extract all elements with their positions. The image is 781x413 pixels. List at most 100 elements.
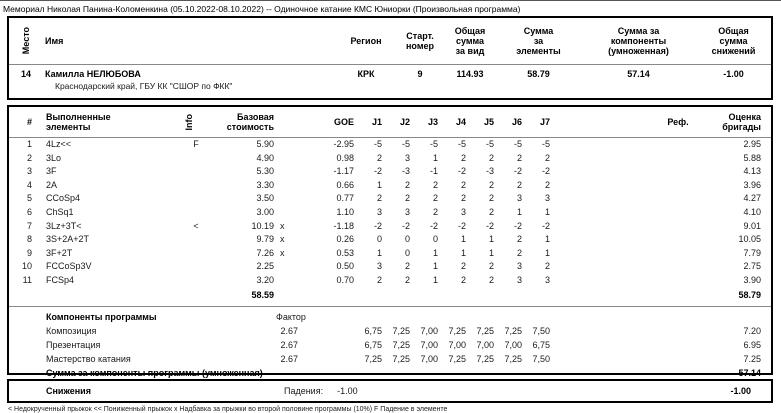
elements-header-row: # Выполненные элементы Info Базовая стои… bbox=[9, 107, 771, 138]
judge-score: 1 bbox=[432, 274, 438, 285]
deductions-row: Снижения Падения: -1.00 -1.00 bbox=[9, 381, 771, 401]
judge-score: 2 bbox=[432, 206, 438, 217]
element-base-value: 3.00 bbox=[256, 206, 274, 217]
element-number: 2 bbox=[26, 152, 32, 163]
judge-score: -2 bbox=[373, 220, 382, 231]
summary-box: Место Имя Регион Старт. номер Общая сумм… bbox=[7, 16, 773, 100]
element-panel-score: 5.88 bbox=[743, 152, 761, 163]
judge-score: 3 bbox=[376, 261, 382, 272]
element-name: 3F+2T bbox=[46, 247, 73, 258]
element-name: CCoSp4 bbox=[46, 193, 81, 204]
skater-club: Краснодарский край, ГБУ КК "СШОР по ФКК" bbox=[55, 81, 233, 91]
judge-score: 2 bbox=[404, 193, 410, 204]
panel-score-header: Оценка бригады bbox=[722, 112, 761, 132]
element-row: 1 4Lz<< F 5.90 -2.95 -5 -5 -5 -5 -5 -5 -… bbox=[9, 138, 771, 152]
judge-score: -3 bbox=[401, 166, 410, 177]
element-row: 3 3F 5.30 -1.17 -2 -3 -1 -2 -3 -2 -2 4.1… bbox=[9, 165, 771, 179]
judge-score: 2 bbox=[488, 206, 494, 217]
element-panel-score: 10.05 bbox=[738, 234, 761, 245]
judge-component-score: 7,25 bbox=[448, 325, 466, 336]
element-goe: 0.98 bbox=[336, 152, 354, 163]
judge-score: 2 bbox=[488, 152, 494, 163]
judge-component-score: 7,00 bbox=[448, 339, 466, 350]
factor-header: Фактор bbox=[276, 311, 306, 322]
judge-score: -5 bbox=[513, 139, 522, 149]
components-total-label: Сумма за компоненты программы (умноженна… bbox=[46, 367, 263, 378]
element-name: 3S+2A+2T bbox=[46, 234, 90, 245]
judge-score: 2 bbox=[460, 261, 466, 272]
element-number: 6 bbox=[26, 206, 32, 217]
page-title: Мемориал Николая Панина-Коломенкина (05.… bbox=[3, 4, 521, 14]
skater-name-cell: Камилла НЕЛЮБОВА Краснодарский край, ГБУ… bbox=[43, 69, 336, 91]
element-base-value: 3.30 bbox=[256, 179, 274, 190]
referee-header: Реф. bbox=[667, 117, 689, 127]
judge-component-score: 7,00 bbox=[504, 339, 522, 350]
judge-component-score: 7,25 bbox=[476, 325, 494, 336]
goe-header: GOE bbox=[333, 117, 354, 127]
judge-score: 3 bbox=[404, 206, 410, 217]
element-panel-score: 4.27 bbox=[743, 193, 761, 204]
judge-score: 2 bbox=[544, 179, 550, 190]
element-panel-score: 3.90 bbox=[743, 274, 761, 285]
skater-name: Камилла НЕЛЮБОВА bbox=[45, 69, 141, 79]
element-panel-score: 9.01 bbox=[743, 220, 761, 231]
judge-score: 1 bbox=[544, 206, 550, 217]
judge-score: -2 bbox=[541, 220, 550, 231]
element-goe: 0.26 bbox=[336, 234, 354, 245]
element-goe: 1.10 bbox=[336, 206, 354, 217]
element-row: 2 3Lo 4.90 0.98 2 3 1 2 2 2 2 5.88 bbox=[9, 152, 771, 166]
info-header: Info bbox=[184, 113, 194, 131]
judge-score: -2 bbox=[485, 220, 494, 231]
legend-footnote: < Недокрученный прыжок << Пониженный пры… bbox=[8, 406, 448, 413]
element-goe: 0.77 bbox=[336, 193, 354, 204]
element-row: 4 2A 3.30 0.66 1 2 2 2 2 2 2 3.96 bbox=[9, 179, 771, 193]
judge-score: 1 bbox=[432, 152, 438, 163]
judge-score: 1 bbox=[516, 206, 522, 217]
element-panel-score: 4.10 bbox=[743, 206, 761, 217]
judge-score: 2 bbox=[516, 234, 522, 245]
judge-score: 2 bbox=[376, 152, 382, 163]
judge-score: 2 bbox=[460, 179, 466, 190]
element-info-flag: F bbox=[193, 139, 199, 149]
judge-component-score: 7,50 bbox=[532, 325, 550, 336]
element-number: 5 bbox=[26, 193, 32, 204]
judge-component-score: 6,75 bbox=[364, 339, 382, 350]
judge-score: 3 bbox=[544, 274, 550, 285]
element-panel-score: 3.96 bbox=[743, 179, 761, 190]
judge-component-score: 7,25 bbox=[476, 353, 494, 364]
element-base-value: 4.90 bbox=[256, 152, 274, 163]
component-name: Мастерство катания bbox=[46, 353, 131, 364]
deductions-box: Снижения Падения: -1.00 -1.00 bbox=[7, 379, 773, 403]
judge-score: 2 bbox=[460, 152, 466, 163]
falls-label: Падения: bbox=[283, 386, 324, 396]
total-base-value: 58.59 bbox=[251, 289, 274, 300]
row-number-header: # bbox=[26, 117, 32, 127]
judge-score: -3 bbox=[485, 166, 494, 177]
judge-score: 2 bbox=[432, 193, 438, 204]
skater-row: 14 Камилла НЕЛЮБОВА Краснодарский край, … bbox=[9, 65, 771, 98]
components-total-row: Сумма за компоненты программы (умноженна… bbox=[9, 366, 771, 381]
judge-component-score: 7,25 bbox=[392, 325, 410, 336]
judge-score: 2 bbox=[516, 247, 522, 258]
judge-score: 1 bbox=[544, 234, 550, 245]
start-number-column-header: Старт. номер bbox=[406, 31, 434, 51]
component-row: Композиция 2.67 6,75 7,25 7,00 7,25 7,25… bbox=[9, 324, 771, 338]
judge-score: 2 bbox=[544, 261, 550, 272]
judge-score: 1 bbox=[460, 234, 466, 245]
component-factor: 2.67 bbox=[280, 339, 298, 350]
judge-score: -5 bbox=[429, 139, 438, 149]
deductions-label: Снижения bbox=[46, 386, 91, 396]
region-column-header: Регион bbox=[350, 36, 382, 46]
element-number: 7 bbox=[26, 220, 32, 231]
judge-score: 1 bbox=[544, 247, 550, 258]
element-name: FCSp4 bbox=[46, 274, 75, 285]
judge-score: -2 bbox=[401, 220, 410, 231]
judge-score: 0 bbox=[404, 247, 410, 258]
name-column-header: Имя bbox=[45, 36, 64, 46]
judge-score: 2 bbox=[488, 193, 494, 204]
judge-component-score: 7,25 bbox=[364, 353, 382, 364]
element-number: 9 bbox=[26, 247, 32, 258]
skater-component-score: 57.14 bbox=[627, 69, 650, 79]
element-panel-score: 7.79 bbox=[743, 247, 761, 258]
judge-score: -2 bbox=[429, 220, 438, 231]
